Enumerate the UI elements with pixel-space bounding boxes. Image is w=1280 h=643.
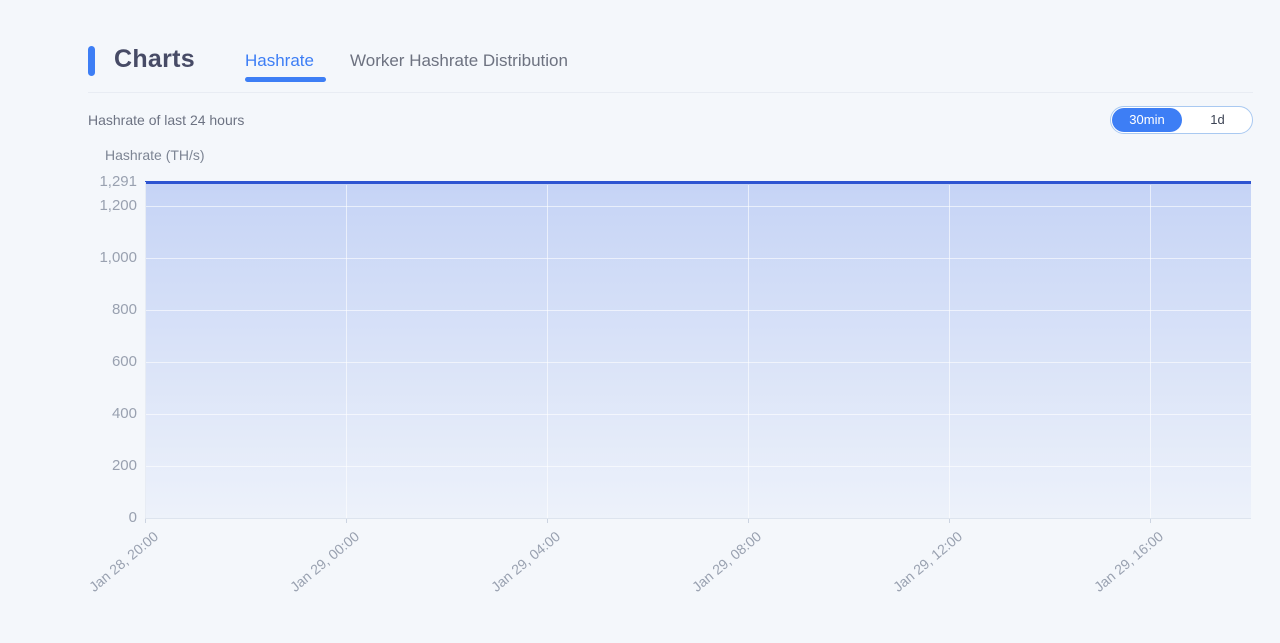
gridline-horizontal [145,257,1251,259]
y-tick-label: 1,200 [99,196,137,214]
gridline-horizontal [145,413,1251,415]
y-axis-line [145,182,146,518]
y-tick-label: 1,000 [99,248,137,266]
page-title: Charts [114,45,195,73]
gridline-vertical [748,185,749,518]
tab-worker-hashrate-distribution[interactable]: Worker Hashrate Distribution [350,51,568,70]
chart-area-fill [145,182,1251,518]
x-tick-mark [1150,518,1151,523]
gridline-vertical [949,185,950,518]
gridline-vertical [346,185,347,518]
y-tick-label: 0 [128,509,137,526]
tab-hashrate[interactable]: Hashrate [245,51,314,70]
time-range-toggle: 30min 1d [1110,106,1253,134]
y-tick-label: 1,291 [99,173,137,190]
x-axis-line [145,518,1251,519]
chart-subtitle: Hashrate of last 24 hours [88,112,245,128]
range-option-30min[interactable]: 30min [1112,108,1182,132]
gridline-vertical [547,185,548,518]
y-tick-label: 600 [111,352,137,370]
x-tick-label-text: Jan 29, 12:00 [889,528,966,595]
x-tick-mark [748,518,749,523]
x-tick-label-text: Jan 29, 08:00 [688,528,765,595]
x-tick-label-text: Jan 29, 00:00 [286,528,363,595]
gridline-horizontal [145,205,1251,207]
x-tick-mark [145,518,146,523]
y-tick-label: 400 [111,404,137,422]
x-tick-label-text: Jan 29, 04:00 [487,528,564,595]
hashrate-series-line [145,181,1251,184]
x-tick-mark [547,518,548,523]
range-option-1d[interactable]: 1d [1183,108,1252,132]
x-tick-label-text: Jan 29, 16:00 [1090,528,1167,595]
y-tick-label: 800 [111,300,137,318]
gridline-vertical [1150,185,1151,518]
y-axis-title: Hashrate (TH/s) [105,147,205,163]
gridline-horizontal [145,465,1251,467]
x-tick-label-text: Jan 28, 20:00 [88,528,162,595]
title-accent-bar [88,46,95,76]
gridline-horizontal [145,309,1251,311]
hashrate-chart[interactable]: Hashrate (TH/s) Jan 28, 20:00 Jan 29, 00:… [88,140,1280,643]
x-tick-mark [346,518,347,523]
header-divider [88,92,1253,93]
active-tab-underline [245,77,326,82]
x-tick-mark [949,518,950,523]
y-tick-label: 200 [111,456,137,474]
gridline-horizontal [145,361,1251,363]
